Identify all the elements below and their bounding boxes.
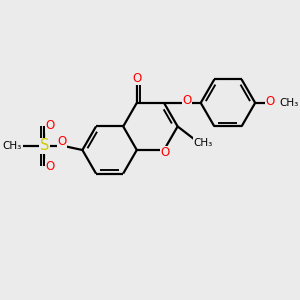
Text: CH₃: CH₃ (280, 98, 299, 108)
Text: O: O (161, 146, 170, 159)
Text: CH₃: CH₃ (194, 138, 213, 148)
Text: O: O (182, 94, 192, 107)
Text: S: S (40, 138, 49, 153)
Text: O: O (132, 72, 141, 85)
Text: O: O (266, 95, 275, 108)
Text: O: O (46, 119, 55, 132)
Text: CH₃: CH₃ (2, 141, 21, 151)
Text: O: O (57, 134, 67, 148)
Text: O: O (46, 160, 55, 173)
